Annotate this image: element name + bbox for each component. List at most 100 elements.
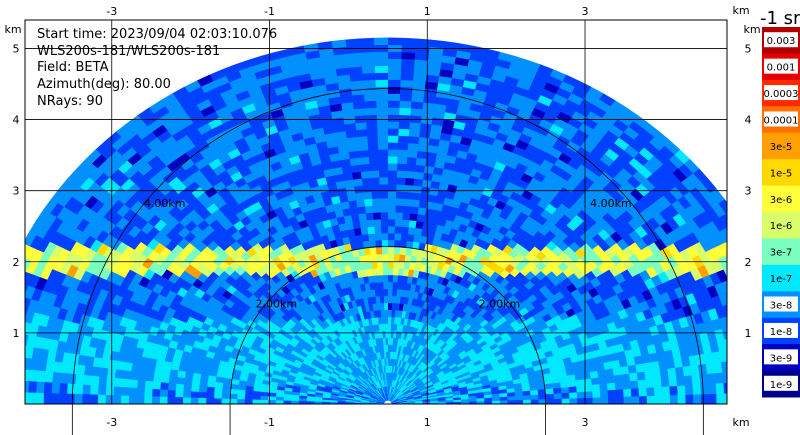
beta-cell — [409, 206, 419, 215]
beta-cell — [360, 170, 371, 179]
beta-cell — [669, 385, 679, 396]
beta-cell — [375, 253, 383, 262]
beta-cell — [364, 107, 377, 116]
beta-cell — [411, 94, 425, 103]
beta-cell — [373, 51, 388, 60]
beta-cell — [736, 275, 748, 289]
beta-cell — [684, 384, 694, 395]
beta-cell — [83, 365, 94, 377]
beta-cell — [358, 156, 370, 165]
beta-cell — [361, 72, 376, 81]
beta-cell — [221, 388, 231, 395]
beta-cell — [690, 364, 700, 376]
beta-cell — [387, 274, 394, 283]
colorbar-label: 1e-8 — [770, 327, 793, 338]
beta-cell — [376, 128, 388, 136]
beta-cell — [623, 396, 632, 404]
beta-cell — [387, 365, 390, 373]
beta-cell — [405, 163, 416, 172]
beta-cell — [387, 323, 392, 331]
colorbar-label: 3e-6 — [770, 195, 793, 206]
beta-cell — [350, 164, 361, 173]
colorbar-label: 1e-6 — [770, 221, 793, 232]
beta-cell — [668, 376, 678, 387]
beta-cell — [645, 378, 655, 388]
beta-cell — [613, 374, 623, 383]
beta-cell — [722, 304, 727, 317]
beta-cell — [355, 128, 368, 138]
beta-cell — [379, 197, 388, 206]
beta-cell — [378, 281, 384, 290]
beta-cell — [755, 380, 763, 392]
beta-cell — [236, 394, 246, 400]
start-time: Start time: 2023/09/04 02:03:10.076 — [37, 27, 278, 42]
beta-cell — [408, 121, 421, 131]
colorbar-label: 3e-5 — [770, 142, 793, 153]
beta-cell — [412, 73, 427, 82]
y-tick-label-left: 4 — [13, 114, 20, 127]
beta-cell — [583, 378, 593, 386]
beta-cell — [569, 391, 578, 399]
beta-cell — [376, 121, 388, 129]
beta-cell — [349, 80, 364, 89]
beta-cell — [91, 366, 101, 377]
beta-cell — [553, 398, 563, 404]
beta-cell — [50, 393, 60, 404]
beta-cell — [403, 191, 413, 200]
beta-cell — [395, 198, 405, 206]
beta-cell — [184, 371, 194, 380]
beta-cell — [636, 371, 646, 381]
beta-cell — [707, 383, 717, 395]
beta-cell — [700, 383, 710, 395]
beta-cell — [153, 366, 164, 376]
beta-cell — [376, 114, 388, 122]
beta-cell — [389, 344, 393, 353]
y-tick-label-right: 2 — [745, 256, 752, 269]
colorbar: 0.0030.0010.00030.00013e-51e-53e-61e-63e… — [762, 27, 800, 398]
beta-cell — [387, 58, 402, 67]
beta-cell — [507, 395, 516, 401]
beta-cell — [252, 390, 262, 397]
beta-cell — [105, 377, 115, 387]
beta-cell — [0, 317, 9, 331]
beta-cell — [408, 128, 421, 138]
beta-cell — [215, 376, 225, 384]
beta-cell — [530, 394, 539, 400]
beta-cell — [174, 397, 184, 404]
beta-cell — [366, 128, 378, 137]
beta-cell — [646, 395, 656, 404]
beta-cell — [553, 392, 563, 400]
beta-cell — [25, 346, 27, 353]
beta-cell — [755, 392, 763, 404]
beta-cell — [393, 253, 400, 262]
beta-cell — [252, 399, 261, 404]
beta-cell — [399, 79, 414, 88]
beta-cell — [9, 281, 21, 295]
beta-cell — [410, 101, 424, 110]
beta-cell — [365, 114, 378, 123]
beta-cell — [615, 396, 625, 404]
beta-cell — [405, 170, 416, 179]
beta-cell — [406, 149, 418, 158]
beta-cell — [620, 365, 630, 375]
beta-cell — [159, 396, 168, 404]
beta-cell — [406, 233, 415, 242]
beta-cell — [342, 115, 356, 125]
beta-cell — [394, 218, 403, 227]
beta-cell — [198, 391, 207, 399]
beta-cell — [144, 380, 154, 390]
beta-cell — [607, 396, 617, 404]
beta-cell — [349, 73, 363, 82]
beta-cell — [222, 382, 231, 390]
beta-cell — [387, 246, 395, 255]
beta-cell — [81, 394, 91, 404]
x-tick-label-bottom: 1 — [424, 416, 431, 429]
beta-cell — [120, 395, 130, 404]
beta-cell — [706, 372, 717, 385]
beta-cell — [362, 191, 373, 200]
beta-cell — [677, 385, 686, 396]
beta-cell — [259, 395, 269, 401]
beta-cell — [407, 226, 416, 235]
y-tick-label-left: 3 — [13, 185, 20, 198]
beta-cell — [577, 397, 586, 404]
